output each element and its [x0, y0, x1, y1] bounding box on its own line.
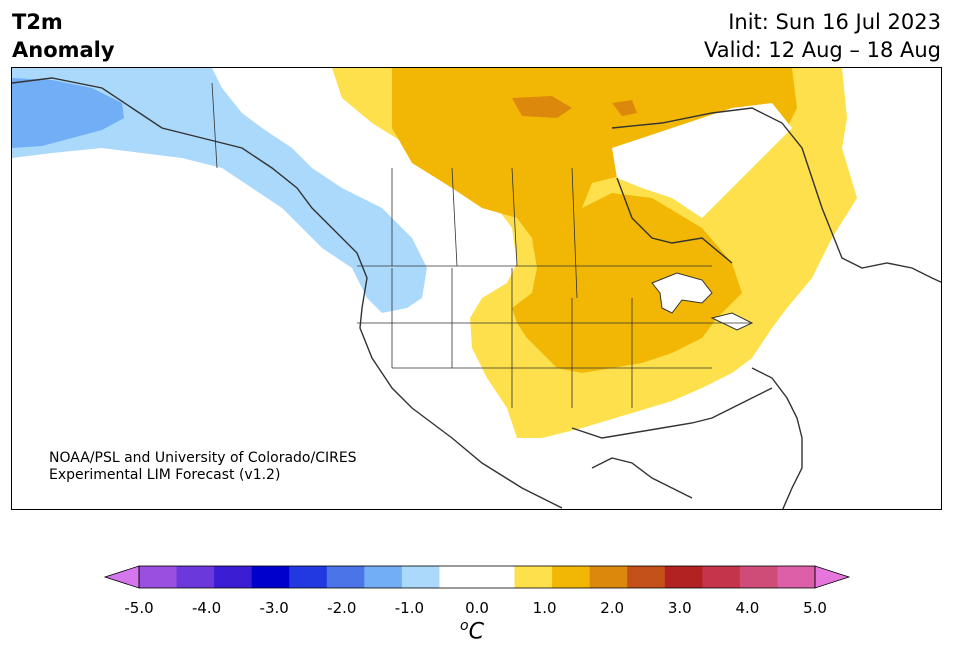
title-line-2: Anomaly [12, 38, 115, 62]
colorbar-cell [627, 566, 666, 588]
colorbar-cell [552, 566, 591, 588]
data-credit: NOAA/PSL and University of Colorado/CIRE… [49, 450, 357, 484]
colorbar-cell [289, 566, 328, 588]
init-date: Init: Sun 16 Jul 2023 [728, 10, 941, 34]
colorbar-cell [664, 566, 703, 588]
colorbar [103, 565, 851, 589]
map-canvas [12, 68, 941, 509]
valid-date: Valid: 12 Aug – 18 Aug [703, 38, 941, 62]
colorbar-tick-label: -5.0 [124, 599, 154, 617]
colorbar-tick-label: -2.0 [327, 599, 357, 617]
colorbar-cells [139, 566, 816, 588]
warm-anomaly-orange [512, 96, 572, 118]
colorbar-cell [702, 566, 741, 588]
credit-line-1: NOAA/PSL and University of Colorado/CIRE… [49, 450, 357, 466]
anomaly-map [11, 67, 942, 510]
title-line-1: T2m [12, 10, 63, 34]
colorbar-tick-label: 2.0 [600, 599, 625, 617]
political-borders [211, 82, 752, 408]
warm-anomaly-orange-2 [612, 100, 637, 116]
colorbar-tick-label: 0.0 [465, 599, 489, 617]
credit-line-2: Experimental LIM Forecast (v1.2) [49, 467, 281, 483]
unit-label: C [468, 619, 484, 645]
colorbar-cell [739, 566, 778, 588]
colorbar-cell [777, 566, 816, 588]
degree-symbol: o [460, 618, 469, 634]
colorbar-cell [326, 566, 365, 588]
colorbar-max-extend [814, 565, 851, 589]
colorbar-cell [401, 566, 440, 588]
colorbar-tick-label: -1.0 [394, 599, 425, 617]
colorbar-tick-label: 5.0 [803, 599, 827, 617]
colorbar-cell [251, 566, 290, 588]
colorbar-min-extend [103, 565, 140, 589]
hudson-bay [612, 103, 792, 218]
colorbar-cell [439, 566, 478, 588]
coastlines [12, 77, 941, 509]
map-title: T2m Anomaly [12, 8, 115, 64]
colorbar-cell [589, 566, 628, 588]
colorbar-tick-label: 4.0 [735, 599, 760, 617]
colorbar-tick-label: -4.0 [191, 599, 222, 617]
colorbar-cell [139, 566, 178, 588]
colorbar-tick-label: -3.0 [259, 599, 289, 617]
colorbar-tick-label: 1.0 [532, 599, 557, 617]
cool-anomaly-region [12, 68, 427, 313]
colorbar-tick-label: 3.0 [667, 599, 692, 617]
colorbar-cell [214, 566, 253, 588]
colorbar-outline [138, 565, 816, 589]
forecast-dates: Init: Sun 16 Jul 2023 Valid: 12 Aug – 18… [704, 8, 941, 64]
colorbar-cell [477, 566, 516, 588]
colorbar-cell [176, 566, 215, 588]
colorbar-cell [364, 566, 403, 588]
colorbar-cell [514, 566, 553, 588]
colorbar-unit: oC [460, 618, 484, 644]
cool-anomaly-core [12, 78, 124, 148]
